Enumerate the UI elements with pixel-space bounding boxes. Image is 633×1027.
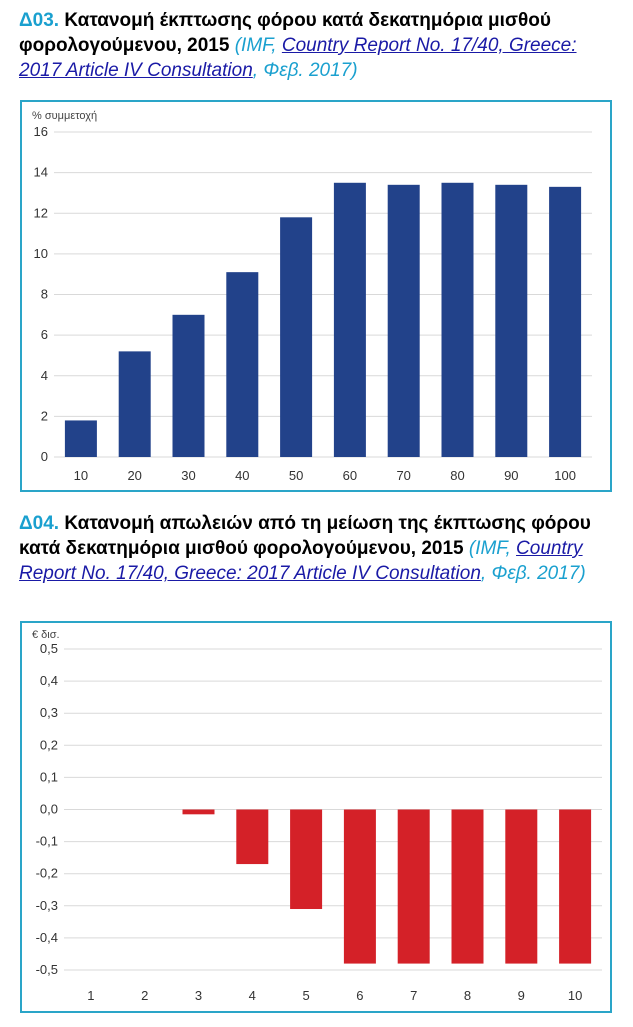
chart1-source-prefix: (IMF, — [234, 35, 282, 56]
chart2-ytick-label: 0,1 — [40, 769, 58, 784]
chart1-ytick-label: 12 — [34, 205, 48, 220]
chart2-xtick-label: 1 — [87, 988, 94, 1003]
chart1-xtick-label: 20 — [127, 468, 141, 483]
chart1-xtick-label: 90 — [504, 468, 518, 483]
chart2-ytick-label: -0,3 — [36, 898, 58, 913]
chart2-bar — [505, 809, 538, 964]
chart2-plot: -0,5 -0,4 -0,3 -0,2 -0,1 0,0 0,1 0,2 0,3 0,4 0,5€ … — [32, 629, 602, 1003]
chart1-plot: 0 2 4 6 8 10 12 14 16 % συμμετοχή 10 20 30 40 50 60 70 80… — [32, 110, 592, 483]
chart2-ytick-label: 0,5 — [40, 641, 58, 656]
chart2-xtick-label: 2 — [141, 988, 148, 1003]
chart2-source: (IMF, Country Report No. 17/40, Greece: … — [19, 538, 586, 584]
chart2-bar — [182, 809, 215, 815]
chart2-heading: Δ04. Κατανομή απωλειών από τη μείωση της… — [19, 511, 619, 586]
chart2-ytick-label: 0,4 — [40, 673, 58, 688]
chart2-ylabel: € δισ. — [32, 629, 60, 641]
chart2-bar — [451, 809, 484, 964]
chart2-source-link[interactable]: Country Report No. 17/40, Greece: 2017 A… — [19, 538, 583, 584]
chart2-ytick-label: 0,3 — [40, 705, 58, 720]
chart1-frame: 0 2 4 6 8 10 12 14 16 % συμμετοχή 10 20 30 40 50 60 70 80… — [20, 100, 612, 492]
chart1-title: Κατανομή έκπτωσης φόρου κατά δεκατημόρια… — [19, 10, 551, 56]
chart2-xtick-label: 7 — [410, 988, 417, 1003]
chart1-bar — [441, 182, 474, 457]
chart1-xtick-label: 50 — [289, 468, 303, 483]
chart1-source-link[interactable]: Country Report No. 17/40, Greece: 2017 A… — [19, 35, 577, 81]
chart1-xtick-label: 70 — [396, 468, 410, 483]
chart2-ytick-label: -0,2 — [36, 866, 58, 881]
chart1-xtick-label: 60 — [343, 468, 357, 483]
chart1-bar — [118, 351, 151, 457]
chart2-xtick-label: 3 — [195, 988, 202, 1003]
chart1-ytick-label: 6 — [41, 327, 48, 342]
chart2-ytick-label: -0,5 — [36, 962, 58, 977]
chart1-source-suffix: , Φεβ. 2017) — [252, 60, 358, 81]
chart2-frame: -0,5 -0,4 -0,3 -0,2 -0,1 0,0 0,1 0,2 0,3 0,4 0,5 € … — [20, 621, 612, 1013]
chart1-bar — [549, 186, 582, 457]
chart1-code: Δ03. — [19, 10, 60, 31]
chart2-bar — [397, 809, 430, 964]
chart1-bar — [333, 182, 366, 457]
chart1-ytick-label: 8 — [41, 287, 48, 302]
chart2-gridlines — [64, 648, 602, 971]
chart1-bar — [172, 314, 205, 457]
chart1-bar — [387, 184, 420, 457]
chart1-ytick-label: 0 — [41, 449, 48, 464]
chart2-bar — [559, 809, 592, 964]
chart2-ytick-label: -0,1 — [36, 834, 58, 849]
chart2-bar — [236, 809, 269, 865]
chart1-ytick-label: 4 — [41, 368, 48, 383]
chart2-xtick-label: 6 — [356, 988, 363, 1003]
chart2-xtick-label: 9 — [518, 988, 525, 1003]
chart1-ytick-label: 10 — [34, 246, 48, 261]
chart1-bar — [226, 272, 259, 457]
chart1-xtick-label: 40 — [235, 468, 249, 483]
chart2-source-suffix: , Φεβ. 2017) — [480, 563, 586, 584]
chart2-xtick-label: 10 — [568, 988, 582, 1003]
chart2-ytick-label: -0,4 — [36, 930, 58, 945]
chart1-bar — [64, 420, 97, 457]
chart1-ytick-label: 2 — [41, 408, 48, 423]
chart2-bar — [343, 809, 376, 964]
chart2-ytick-label: 0,0 — [40, 802, 58, 817]
chart2-source-prefix: (IMF, — [468, 538, 517, 559]
chart2-bar — [290, 809, 323, 910]
chart1-ylabel: % συμμετοχή — [32, 110, 97, 122]
chart2-xtick-label: 5 — [302, 988, 309, 1003]
chart1-bar — [495, 184, 528, 457]
chart1-xtick-label: 100 — [554, 468, 576, 483]
chart1-ytick-label: 14 — [34, 165, 48, 180]
chart2-code: Δ04. — [19, 513, 60, 534]
chart1-xtick-label: 10 — [74, 468, 88, 483]
chart1-bar — [280, 217, 313, 457]
chart1-source: (IMF, Country Report No. 17/40, Greece: … — [19, 35, 577, 81]
chart2-xtick-label: 8 — [464, 988, 471, 1003]
chart2-title: Κατανομή απωλειών από τη μείωση της έκπτ… — [19, 513, 591, 559]
chart2-ytick-label: 0,2 — [40, 737, 58, 752]
chart1-xtick-label: 80 — [450, 468, 464, 483]
chart1-heading: Δ03. Κατανομή έκπτωσης φόρου κατά δεκατη… — [19, 8, 619, 83]
chart1-ytick-label: 16 — [34, 124, 48, 139]
chart2-xtick-label: 4 — [249, 988, 256, 1003]
chart1-xtick-label: 30 — [181, 468, 195, 483]
